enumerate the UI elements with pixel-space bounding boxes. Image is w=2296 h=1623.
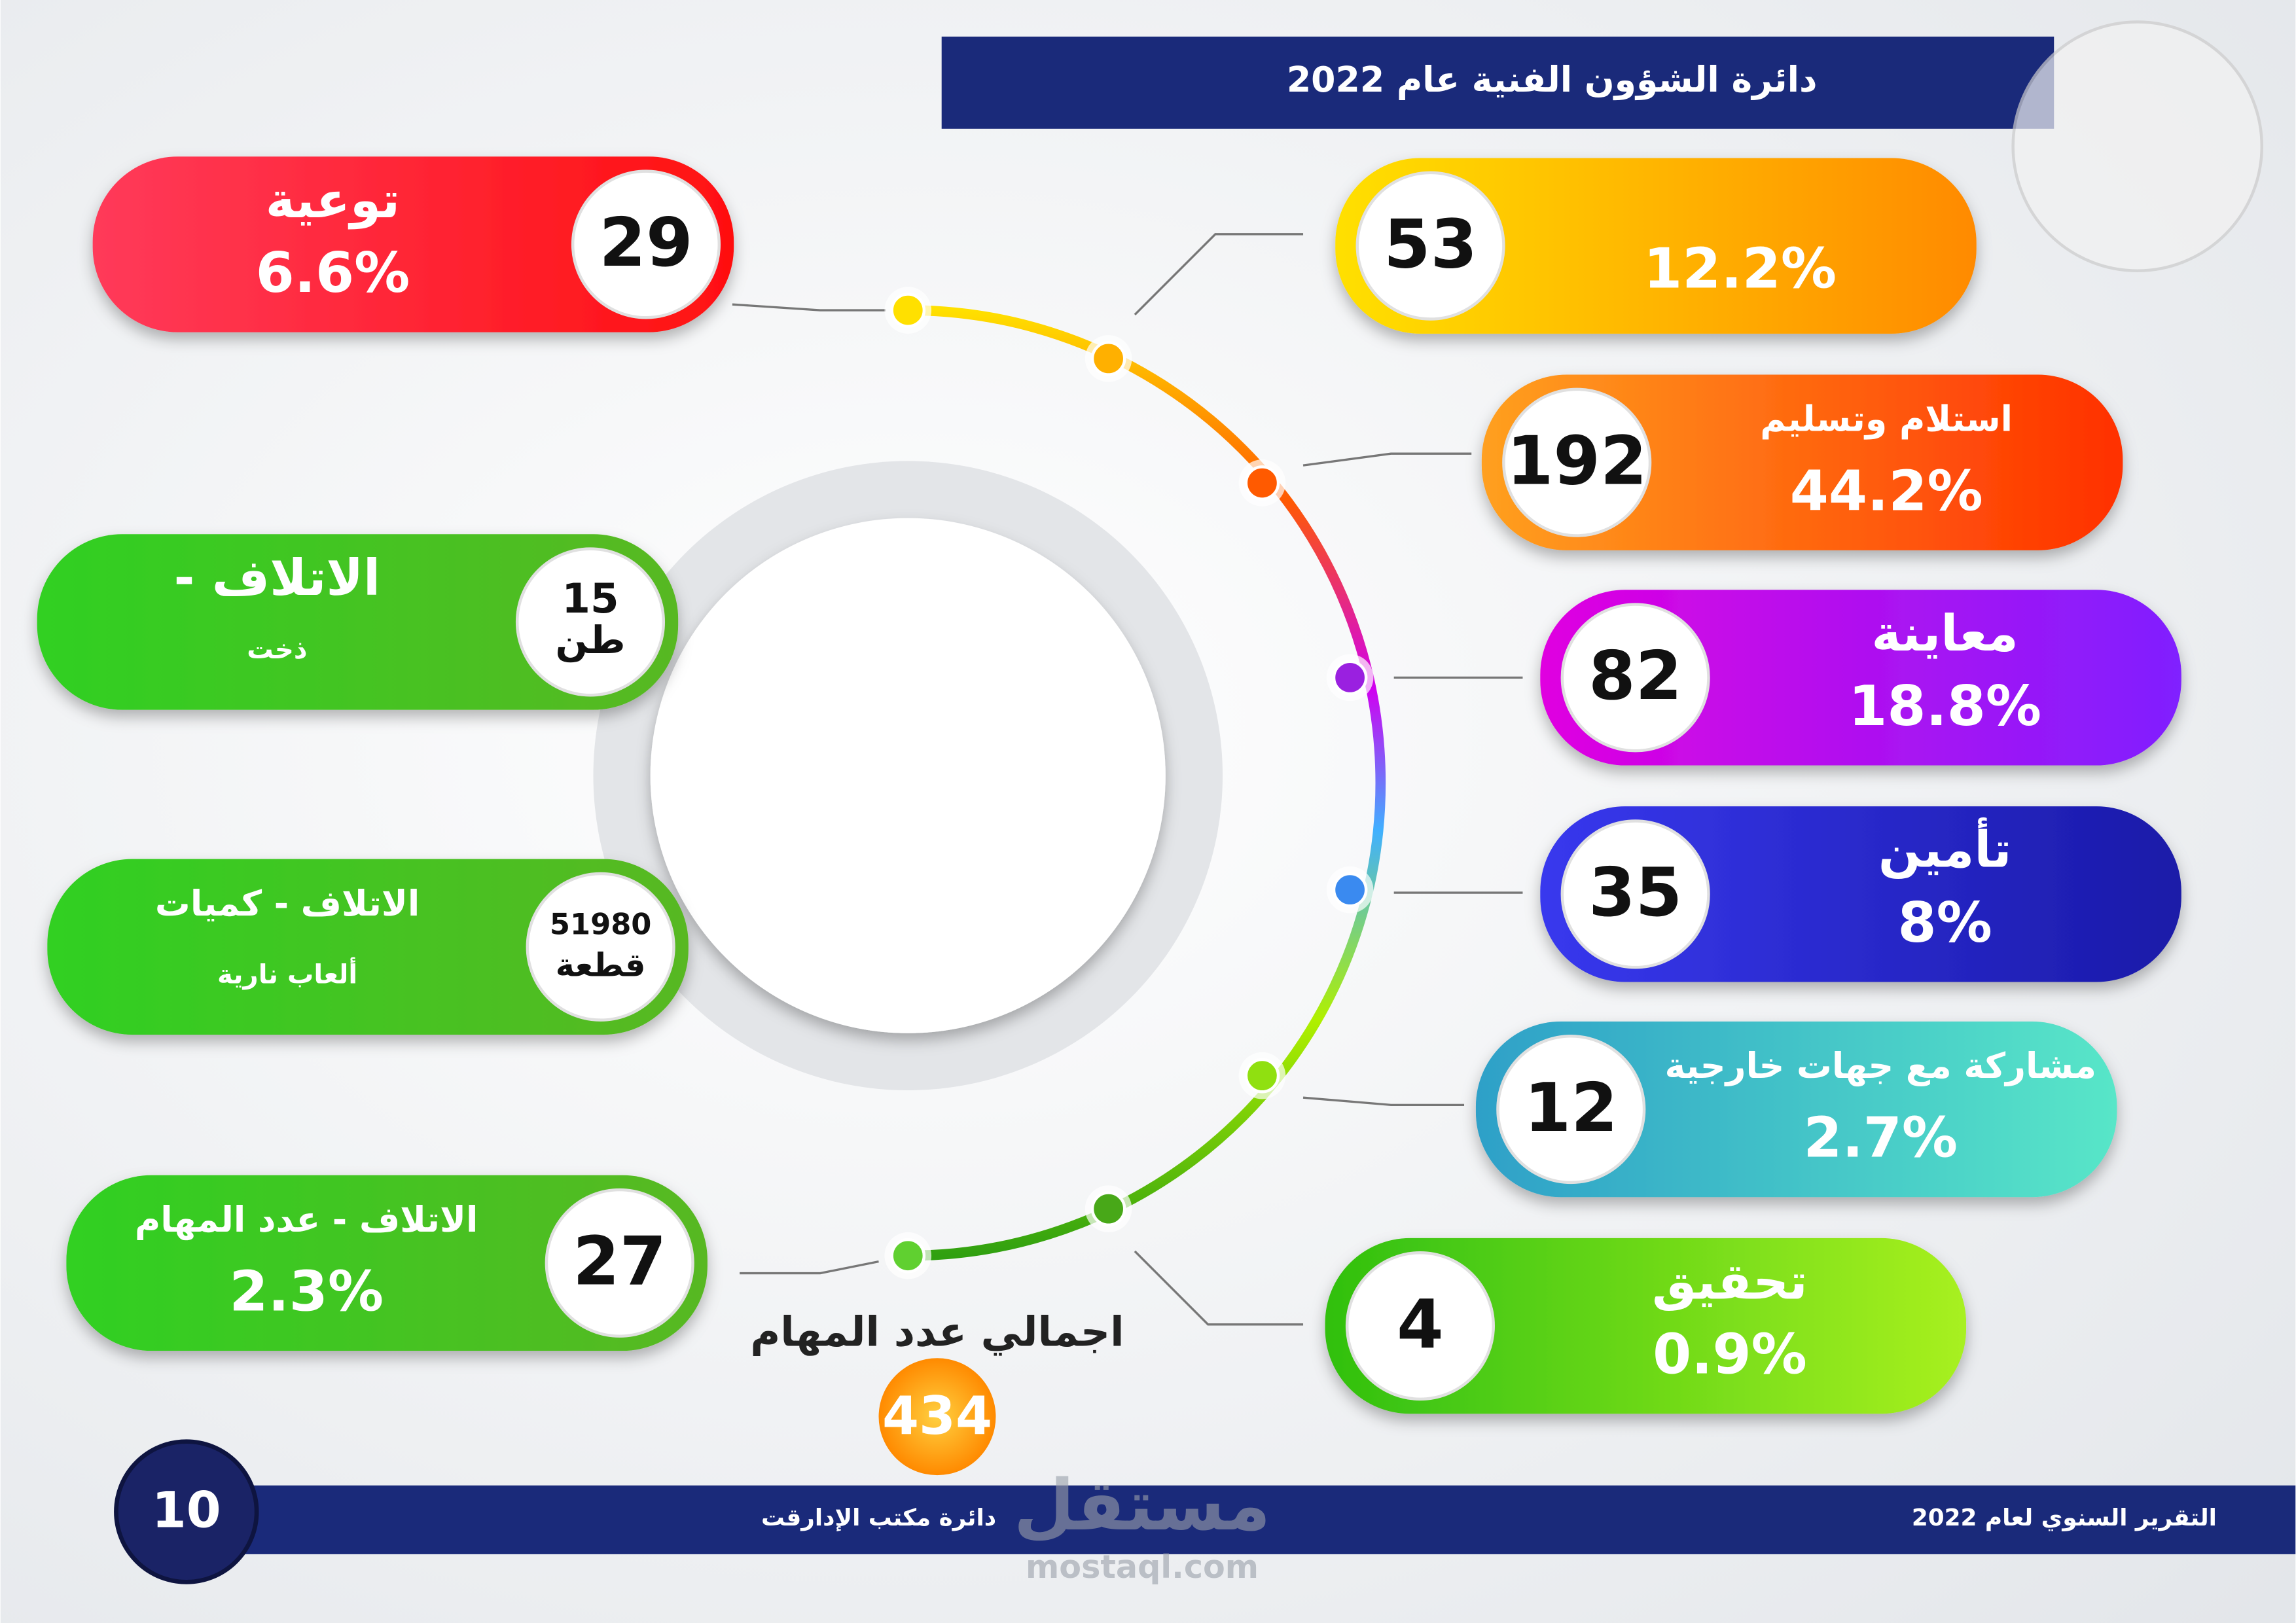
total-label: اجمالي عدد المهام	[750, 1308, 1124, 1357]
item-label: تحقيق	[1652, 1252, 1808, 1311]
arc-dot	[1332, 660, 1368, 696]
number-circle	[1560, 603, 1710, 753]
item-number: 82	[1588, 637, 1682, 715]
center-disc	[650, 518, 1166, 1033]
item-percent: 2.3%	[229, 1260, 384, 1325]
number-circle	[515, 547, 666, 697]
footer-report: التقرير السنوي لعام 2022	[1912, 1505, 2217, 1531]
item-pill	[92, 156, 734, 332]
item-number: 29	[599, 204, 692, 282]
number-circle	[1496, 1035, 1646, 1185]
item-percent: 18.8%	[1848, 674, 2041, 739]
item-pill	[1540, 590, 2181, 766]
item-pill	[1481, 374, 2123, 550]
item-unit: قطعة	[556, 946, 646, 984]
connector	[740, 1260, 879, 1275]
connector	[1302, 452, 1472, 467]
item-number: 4	[1397, 1286, 1444, 1364]
item-number: 15	[562, 575, 619, 622]
item-label: توعية	[266, 171, 400, 230]
number-circle	[526, 872, 675, 1022]
header-title: دائرة الشؤون الفنية عام 2022	[1287, 59, 1818, 100]
arc-dot	[890, 293, 926, 328]
footer-bar	[176, 1485, 2296, 1554]
item-number: 35	[1588, 854, 1682, 932]
item-unit: طن	[555, 618, 625, 663]
arc-dot	[1332, 872, 1368, 908]
watermark-brand: مستقل	[1014, 1465, 1271, 1546]
total-number: 434	[882, 1385, 992, 1446]
number-circle	[1502, 387, 1652, 537]
item-number: 53	[1384, 205, 1477, 283]
item-pill	[37, 534, 679, 710]
header-bar	[941, 36, 2054, 129]
total-circle	[878, 1358, 996, 1476]
item-label: الاتلاف - كميات	[155, 883, 420, 924]
number-circle	[1345, 1251, 1495, 1401]
item-percent: 44.2%	[1790, 459, 1983, 524]
item-label: - الاتلاف	[174, 548, 380, 607]
item-number: 27	[573, 1223, 666, 1301]
item-number: 51980	[550, 907, 652, 942]
item-pill	[1475, 1021, 2117, 1198]
connector	[732, 303, 886, 312]
watermark-site: mostaql.com	[1026, 1548, 1259, 1586]
arc-dot	[1244, 1058, 1280, 1094]
item-number: 12	[1524, 1069, 1618, 1147]
logo	[2011, 20, 2264, 272]
number-circle	[1560, 819, 1710, 969]
arc	[908, 305, 1386, 1261]
number-circle	[545, 1188, 694, 1338]
item-pill	[1540, 806, 2181, 982]
page-circle	[114, 1439, 259, 1584]
item-sublabel: ذخت	[247, 635, 307, 665]
item-sublabel: ألعاب نارية	[217, 957, 357, 990]
item-percent: 6.6%	[256, 241, 410, 306]
item-label: استلام وتسليم	[1760, 399, 2013, 440]
arc-dot	[1090, 341, 1126, 376]
number-circle	[571, 169, 721, 319]
item-percent: 0.9%	[1653, 1323, 1807, 1387]
item-number: 192	[1507, 422, 1647, 500]
connector	[1302, 1096, 1465, 1107]
footer-department: دائرة مكتب الإدارقت	[761, 1505, 996, 1531]
item-pill	[1325, 1238, 1967, 1414]
arc-dot	[1090, 1191, 1126, 1226]
item-pill	[47, 859, 689, 1035]
item-percent: 8%	[1898, 891, 1992, 955]
item-pill	[66, 1175, 708, 1351]
connector	[1134, 233, 1304, 315]
item-label: الاتلاف - عدد المهام	[135, 1199, 478, 1240]
item-label: تأمين	[1878, 817, 2012, 880]
arc-dot	[890, 1238, 926, 1274]
item-percent: 12.2%	[1643, 236, 1837, 301]
page-number: 10	[152, 1480, 221, 1539]
item-pill	[1335, 158, 1977, 334]
number-circle	[1355, 171, 1505, 321]
item-label: معاينة	[1872, 604, 2018, 662]
item-label: مشاركة مع جهات خارجية	[1664, 1045, 2096, 1086]
arc-dot	[1244, 465, 1280, 501]
item-percent: 2.7%	[1803, 1106, 1958, 1171]
connector	[1134, 1250, 1304, 1326]
